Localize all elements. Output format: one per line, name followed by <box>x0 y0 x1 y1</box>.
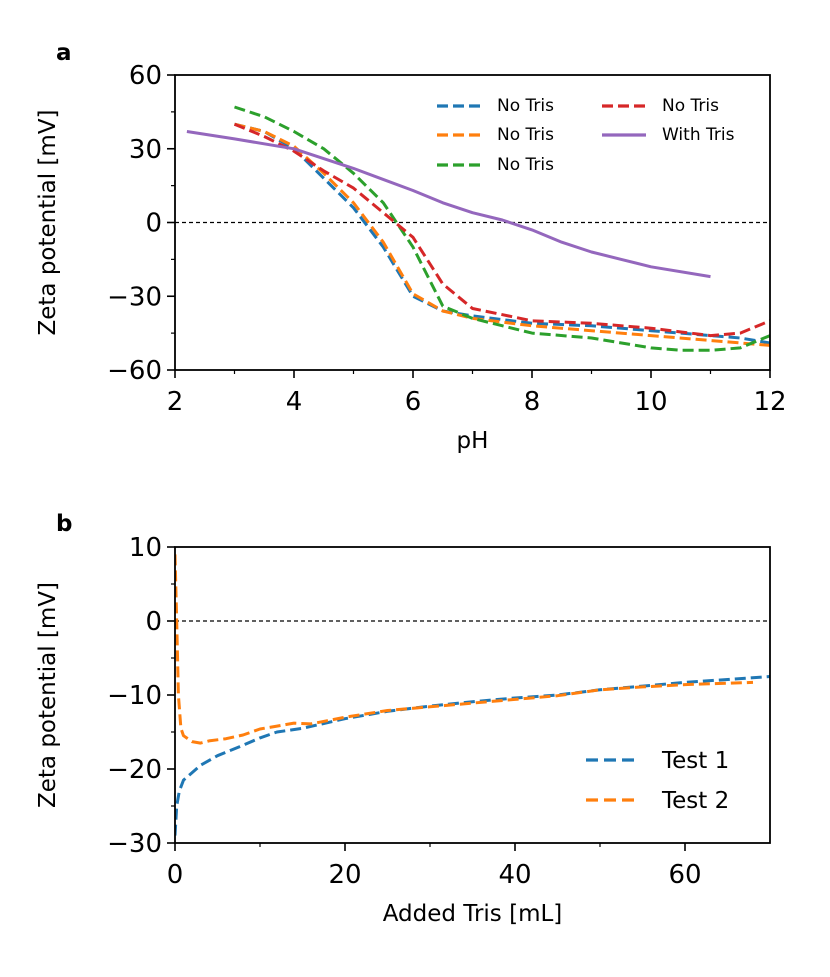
x-tick-label: 40 <box>498 860 531 890</box>
y-tick-label: 60 <box>129 61 162 91</box>
y-axis-label: Zeta potential [mV] <box>35 582 61 808</box>
legend-entry-1: Test 2 <box>661 788 729 814</box>
x-tick-label: 8 <box>524 387 541 417</box>
y-tick-label: 0 <box>145 607 162 637</box>
series-group <box>186 105 770 352</box>
x-tick-label: 2 <box>167 387 184 417</box>
x-tick-label: 12 <box>753 387 786 417</box>
legend-entry-0: No Tris <box>497 96 554 116</box>
legend-entry-3: No Tris <box>662 96 719 116</box>
legend-entry-2: No Tris <box>497 155 554 175</box>
x-tick-label: 10 <box>634 387 667 417</box>
series-line-4 <box>186 130 711 279</box>
y-tick-label: −30 <box>107 282 162 312</box>
series-line-2 <box>234 105 770 352</box>
series-group <box>175 554 770 836</box>
y-tick-label: 0 <box>145 209 162 239</box>
x-tick-label: 60 <box>668 860 701 890</box>
y-tick-label: −60 <box>107 356 162 386</box>
x-tick-label: 4 <box>286 387 303 417</box>
series-line-0 <box>175 675 770 836</box>
y-tick-label: 10 <box>129 533 162 563</box>
y-tick-label: −20 <box>107 755 162 785</box>
chart-panel-b: 0 20 40 60 10 0 −10 −20 −30 Added Tris [mL] Zeta p… <box>35 533 771 927</box>
y-tick-label: 30 <box>129 135 162 165</box>
y-tick-label: −30 <box>107 829 162 859</box>
y-tick-label: −10 <box>107 681 162 711</box>
legend-entry-4: With Tris <box>662 125 735 145</box>
x-tick-label: 6 <box>405 387 422 417</box>
y-axis-label: Zeta potential [mV] <box>35 109 61 335</box>
x-axis-label: pH <box>457 428 489 454</box>
x-tick-label: 20 <box>328 860 361 890</box>
x-tick-label: 0 <box>167 860 184 890</box>
x-axis-label: Added Tris [mL] <box>383 901 563 927</box>
series-line-1 <box>175 554 754 745</box>
chart-panel-a: 2 4 6 8 10 12 60 30 0 −30 −60 pH Zeta potential [mV]… <box>35 61 787 454</box>
legend-entry-0: Test 1 <box>661 748 729 774</box>
legend-entry-1: No Tris <box>497 125 554 145</box>
panel-b-letter: b <box>56 511 72 537</box>
panel-a-letter: a <box>56 40 72 66</box>
